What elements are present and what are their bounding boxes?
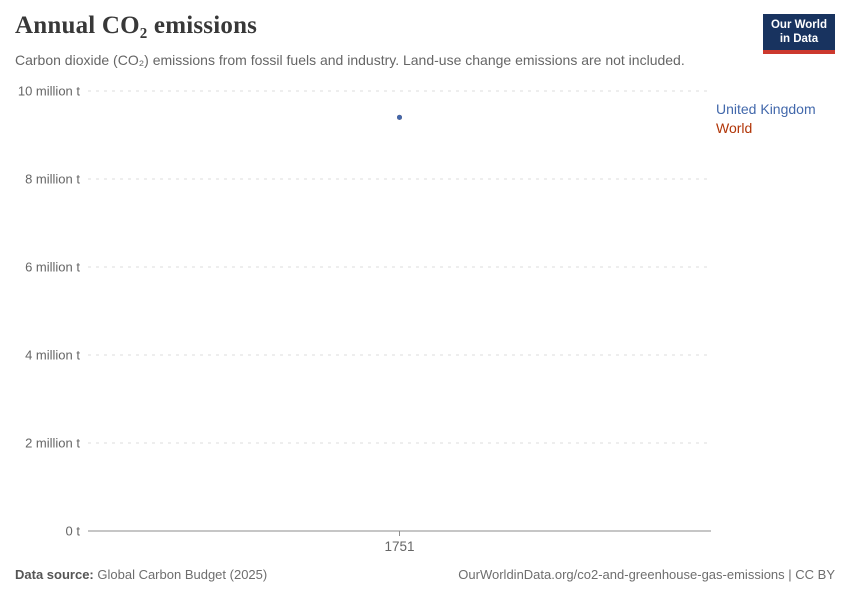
owid-logo: Our World in Data xyxy=(762,14,835,54)
attribution-note[interactable]: OurWorldinData.org/co2-and-greenhouse-ga… xyxy=(458,567,835,582)
x-axis-label: 1751 xyxy=(384,539,414,554)
chart-legend: United Kingdom World xyxy=(716,100,816,138)
data-point-united-kingdom[interactable] xyxy=(397,114,402,120)
y-axis-label: 10 million t xyxy=(18,84,81,99)
chart-title: Annual CO₂ emissions xyxy=(15,12,258,39)
legend-item-world[interactable]: World xyxy=(716,120,753,136)
chart-subtitle: Carbon dioxide (CO₂) emissions from foss… xyxy=(15,52,685,68)
y-axis-label: 8 million t xyxy=(25,172,80,187)
data-source-note: Data source: Global Carbon Budget (2025) xyxy=(15,567,267,582)
y-axis-label: 4 million t xyxy=(25,348,80,363)
chart-footer: Data source: Global Carbon Budget (2025)… xyxy=(15,567,835,582)
data-source-value: Global Carbon Budget (2025) xyxy=(97,567,268,582)
y-axis-label: 2 million t xyxy=(25,436,80,451)
owid-logo-line2: in Data xyxy=(779,33,819,46)
data-source-label: Data source: xyxy=(15,567,94,582)
legend-item-united-kingdom[interactable]: United Kingdom xyxy=(716,101,816,117)
y-axis-label: 6 million t xyxy=(25,260,80,275)
y-axis-label: 0 t xyxy=(66,524,81,539)
owid-logo-line1: Our World xyxy=(770,19,827,31)
